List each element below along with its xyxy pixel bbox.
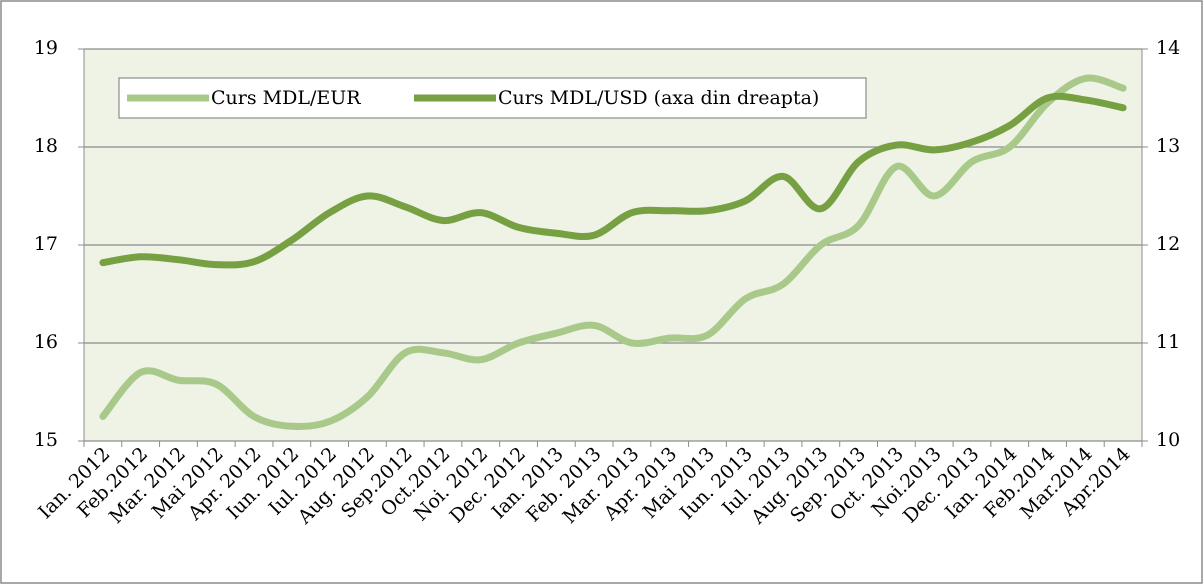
series-line xyxy=(99,92,1127,269)
y-tick-label: 16 xyxy=(34,331,58,353)
y2-tick-label: 13 xyxy=(1156,135,1180,157)
legend-label: Curs MDL/EUR xyxy=(211,87,361,109)
legend-label: Curs MDL/USD (axa din dreapta) xyxy=(498,87,819,109)
y-tick-label: 19 xyxy=(34,37,58,59)
series-line xyxy=(99,74,1127,431)
y-tick-label: 18 xyxy=(34,135,58,157)
y2-tick-label: 10 xyxy=(1156,429,1180,451)
y2-tick-label: 12 xyxy=(1156,233,1180,255)
y-tick-label: 15 xyxy=(34,429,58,451)
y2-tick-label: 14 xyxy=(1156,37,1180,59)
y2-tick-label: 11 xyxy=(1156,331,1180,353)
y-tick-label: 17 xyxy=(34,233,58,255)
